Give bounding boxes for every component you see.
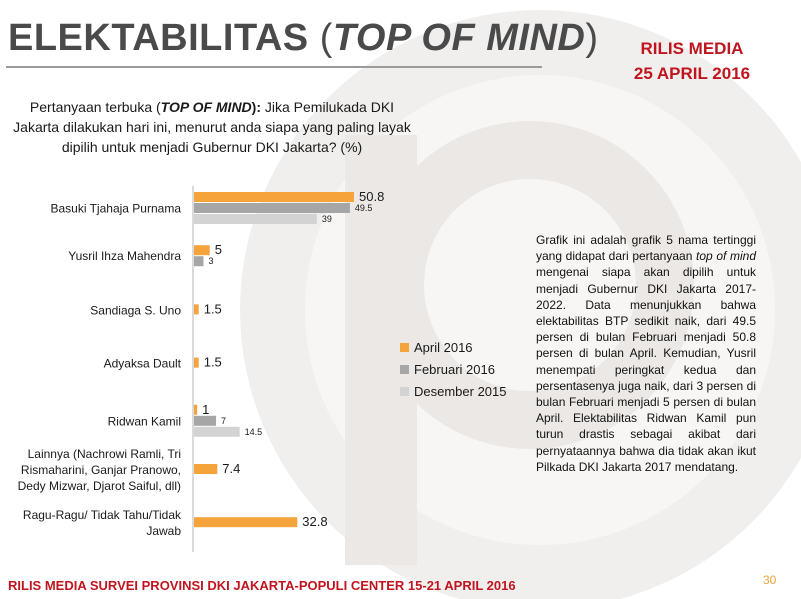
bar-april-2016 [194,245,210,256]
question-body: Jika Pemilukada DKI Jakarta dilakukan ha… [13,99,411,155]
footer-source: RILIS MEDIA SURVEI PROVINSI DKI JAKARTA-… [8,578,516,593]
data-label: 1.5 [204,355,222,370]
legend-label-april: April 2016 [414,339,473,355]
bar-desember-2015 [194,426,240,437]
description-italic: top of mind [696,249,756,264]
legend-swatch-februari [400,364,409,374]
category-label: Rismaharini, Ganjar Pranowo, [21,463,181,477]
legend-swatch-desember [400,386,409,396]
category-label: Adyaksa Dault [104,357,182,371]
title-italic: TOP OF MIND [332,17,586,59]
title-close-paren: ) [585,17,599,59]
release-badge: RILIS MEDIA 25 APRIL 2016 [612,36,772,86]
page-number: 30 [763,573,777,587]
category-label: Sandiaga S. Uno [90,303,181,317]
title-main: ELEKTABILITAS [8,17,309,59]
category-label: Dedy Mizwar, Djarot Saiful, dll) [18,479,181,493]
data-label: 14.5 [245,427,263,437]
bar-april-2016 [194,304,199,315]
data-label: 50.8 [359,189,384,204]
bar-april-2016 [194,192,354,202]
legend-label-desember: Desember 2015 [414,383,507,399]
release-date: 25 APRIL 2016 [633,64,751,83]
description-part-2: mengenai siapa akan dipilih untuk menjad… [536,265,756,474]
data-label: 7 [221,416,226,426]
category-label: Jawab [146,524,181,538]
chart-description: Grafik ini adalah grafik 5 nama tertingg… [536,232,756,475]
question-lead-close: ): [251,99,261,115]
data-label: 1 [202,402,209,417]
legend-swatch-april [400,342,409,352]
category-label: Ragu-Ragu/ Tidak Tahu/Tidak [23,508,182,522]
bar-april-2016 [194,464,218,474]
data-label: 39 [322,214,332,224]
bar-april-2016 [194,357,199,368]
bar-februari-2016 [194,256,204,267]
legend-item-desember: Desember 2015 [400,380,507,402]
data-label: 49.5 [355,203,373,213]
question-lead-italic: TOP OF MIND [160,99,252,115]
title-open-paren: ( [319,17,333,59]
category-label: Basuki Tjahaja Purnama [50,202,181,216]
question-lead: Pertanyaan terbuka ( [29,99,161,115]
bar-februari-2016 [194,415,217,426]
bar-chart: Basuki Tjahaja Purnama 50.849.5 39 Yusril I… [18,186,384,552]
legend-item-februari: Februari 2016 [400,358,507,380]
category-label: Lainnya (Nachrowi Ramli, Tri [28,447,181,461]
chart-legend: April 2016 Februari 2016 Desember 2015 [400,336,507,402]
bar-april-2016 [194,517,298,528]
bar-april-2016 [194,404,198,415]
data-label: 32.8 [302,514,327,529]
data-label: 5 [215,242,222,257]
bar-februari-2016 [194,203,350,213]
page-title: ELEKTABILITAS (TOP OF MIND) [8,14,599,62]
category-label: Ridwan Kamil [108,414,181,428]
category-label: Yusril Ihza Mahendra [68,249,181,263]
legend-item-april: April 2016 [400,336,507,358]
survey-question: Pertanyaan terbuka (TOP OF MIND): Jika P… [12,97,412,157]
release-line-1: RILIS MEDIA [640,39,744,58]
data-label: 7.4 [222,461,240,476]
data-label: 3 [208,256,213,266]
description-part-1: Grafik ini adalah grafik 5 nama tertingg… [536,233,756,264]
title-divider [6,66,542,68]
bar-desember-2015 [194,214,317,224]
data-label: 1.5 [204,301,222,316]
legend-label-februari: Februari 2016 [414,361,495,377]
